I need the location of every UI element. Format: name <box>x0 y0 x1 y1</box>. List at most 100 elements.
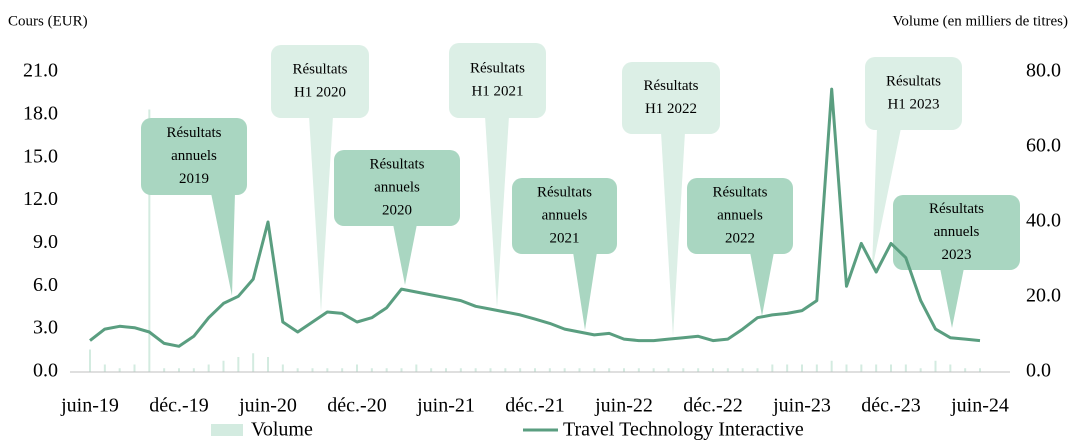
legend-label: Volume <box>251 419 313 441</box>
callout-text: H1 2022 <box>645 101 697 117</box>
volume-bar <box>163 368 166 372</box>
callout-text: annuels <box>934 224 980 240</box>
callout-text: H1 2023 <box>887 96 939 112</box>
volume-bar <box>103 364 106 372</box>
volume-bar <box>801 364 803 372</box>
volume-bar <box>712 368 714 372</box>
callout: Résultats annuels 2023 <box>893 195 1020 328</box>
y2-tick-label: 20.0 <box>1026 285 1061 307</box>
volume-bar <box>178 368 180 372</box>
volume-bar <box>459 368 462 372</box>
volume-bar <box>207 364 210 372</box>
callout-text: Résultats <box>644 78 699 94</box>
y2-tick-label: 0.0 <box>1026 360 1051 382</box>
callout-text: annuels <box>717 207 763 223</box>
callout: Résultats H1 2023 <box>865 57 962 270</box>
callout-text: 2023 <box>942 247 972 263</box>
volume-bar <box>623 368 625 372</box>
volume-bar <box>815 364 818 372</box>
x-tick-label: juin-23 <box>772 395 831 417</box>
volume-bar <box>237 357 240 372</box>
callout-text: H1 2020 <box>294 84 346 100</box>
callout-text: Résultats <box>929 201 984 217</box>
callout: Résultats annuels 2021 <box>512 178 617 330</box>
x-tick-label: déc.-23 <box>861 395 920 417</box>
x-tick-label: déc.-22 <box>683 395 742 417</box>
callout-text: 2021 <box>550 230 580 246</box>
volume-bar <box>637 368 640 372</box>
callout-pointer <box>309 116 333 312</box>
volume-bar <box>979 368 981 372</box>
callout-pointer <box>211 193 235 296</box>
volume-bar <box>148 109 151 372</box>
callout-box <box>687 178 793 254</box>
volume-bar <box>860 364 863 372</box>
volume-bar <box>489 368 492 372</box>
y-tick-label: 12.0 <box>23 188 58 210</box>
callout-box <box>893 195 1020 270</box>
volume-bar <box>519 368 522 372</box>
volume-bar <box>356 364 358 372</box>
callout: Résultats annuels 2022 <box>687 178 793 316</box>
callout-text: Résultats <box>713 184 768 200</box>
volume-bar <box>222 360 225 372</box>
callout-box <box>449 43 546 118</box>
volume-bar <box>133 364 136 372</box>
volume-bar <box>445 368 447 372</box>
callout-pointer <box>940 268 964 328</box>
volume-bar <box>548 368 551 372</box>
volume-bar <box>949 364 952 372</box>
volume-bar <box>252 353 255 372</box>
volume-bar <box>830 360 833 372</box>
volume-bar <box>593 368 596 372</box>
x-tick-label: juin-19 <box>60 395 119 417</box>
callout-box <box>334 150 460 226</box>
volume-bar <box>890 364 892 372</box>
volume-bar <box>845 364 848 372</box>
callout-pointer <box>393 224 417 285</box>
volume-bar <box>430 368 433 372</box>
volume-bar <box>934 360 937 372</box>
volume-bar <box>786 364 789 372</box>
y-axis-label: Cours (EUR) <box>8 13 88 29</box>
volume-bar <box>385 368 388 372</box>
callout-pointer <box>661 132 685 337</box>
x-tick-label: juin-21 <box>416 395 475 417</box>
y-tick-label: 18.0 <box>23 102 58 124</box>
volume-bar <box>534 368 536 372</box>
volume-bar <box>608 368 611 372</box>
callout-box <box>622 62 720 134</box>
price-line <box>89 87 981 348</box>
callout-pointer <box>573 252 597 330</box>
callout: Résultats H1 2020 <box>271 45 369 312</box>
callout: Résultats annuels 2020 <box>334 150 460 285</box>
volume-bar <box>341 368 344 372</box>
volume-bar <box>771 364 774 372</box>
volume-bar <box>875 364 878 372</box>
x-tick-label: déc.-20 <box>327 395 386 417</box>
volume-bar <box>756 368 759 372</box>
legend-label: Travel Technology Interactive <box>563 419 804 441</box>
volume-bar <box>697 368 700 372</box>
y-tick-label: 6.0 <box>33 274 58 296</box>
volume-bar <box>652 368 655 372</box>
volume-layer <box>89 109 981 372</box>
callout-text: Résultats <box>470 60 525 76</box>
y-tick-label: 9.0 <box>33 231 58 253</box>
volume-bar <box>400 368 403 372</box>
volume-bar <box>919 368 922 372</box>
callout-text: Résultats <box>167 125 222 141</box>
callout-box <box>512 178 617 254</box>
volume-bar <box>964 368 967 372</box>
callout: Résultats H1 2021 <box>449 43 546 308</box>
x-tick-label: déc.-19 <box>149 395 208 417</box>
callout-text: H1 2021 <box>471 83 523 99</box>
volume-bar <box>267 357 269 372</box>
x-tick-label: juin-22 <box>594 395 653 417</box>
callout-pointer <box>485 116 509 308</box>
y-tick-label: 0.0 <box>33 360 58 382</box>
volume-bar <box>281 364 284 372</box>
callout-text: 2022 <box>725 230 755 246</box>
callout-box <box>865 57 962 130</box>
